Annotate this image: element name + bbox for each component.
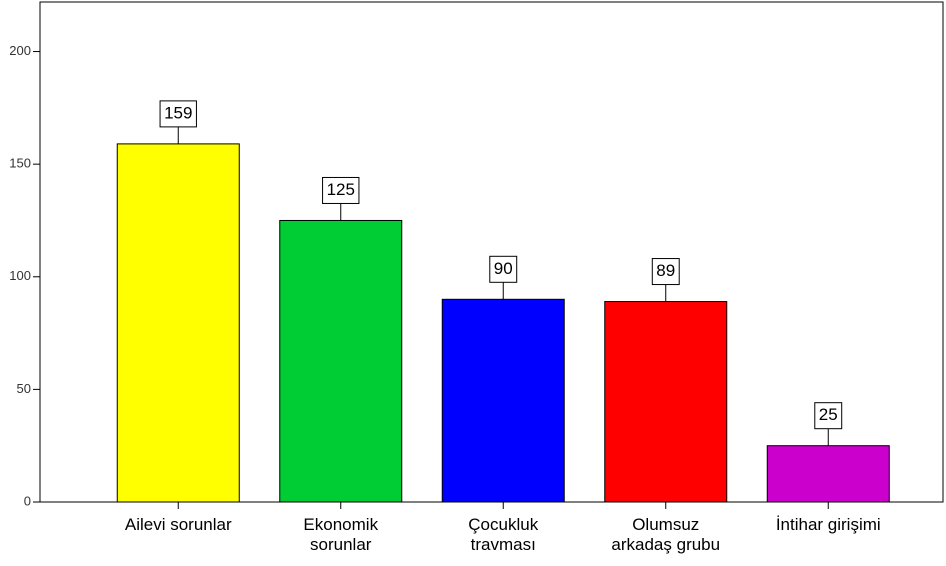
value-label-box [814, 402, 843, 430]
x-tick-label: Çocukluk travması [468, 515, 538, 554]
value-label: 90 [494, 259, 513, 278]
value-label-box [159, 100, 197, 128]
bar [604, 301, 728, 503]
y-tick-label: 50 [17, 381, 31, 396]
y-tick-label: 100 [9, 268, 31, 283]
x-tick-label: Ailevi sorunlar [125, 515, 232, 534]
value-label: 159 [164, 103, 192, 122]
value-label-box [322, 176, 360, 204]
bar [279, 219, 403, 503]
y-tick-label: 200 [9, 43, 31, 58]
value-label: 125 [327, 180, 355, 199]
value-label: 89 [656, 261, 675, 280]
x-tick-label: İntihar girişimi [776, 515, 881, 534]
x-tick-label: Olumsuz arkadaş grubu [611, 515, 720, 554]
value-label-box [489, 255, 518, 283]
value-label-box [651, 258, 680, 286]
value-label: 25 [819, 405, 838, 424]
bar [116, 143, 240, 503]
x-tick-label: Ekonomik sorunlar [303, 515, 378, 554]
y-tick-label: 150 [9, 156, 31, 171]
bar [441, 298, 565, 503]
y-tick-label: 0 [24, 493, 31, 508]
bar [766, 445, 890, 503]
